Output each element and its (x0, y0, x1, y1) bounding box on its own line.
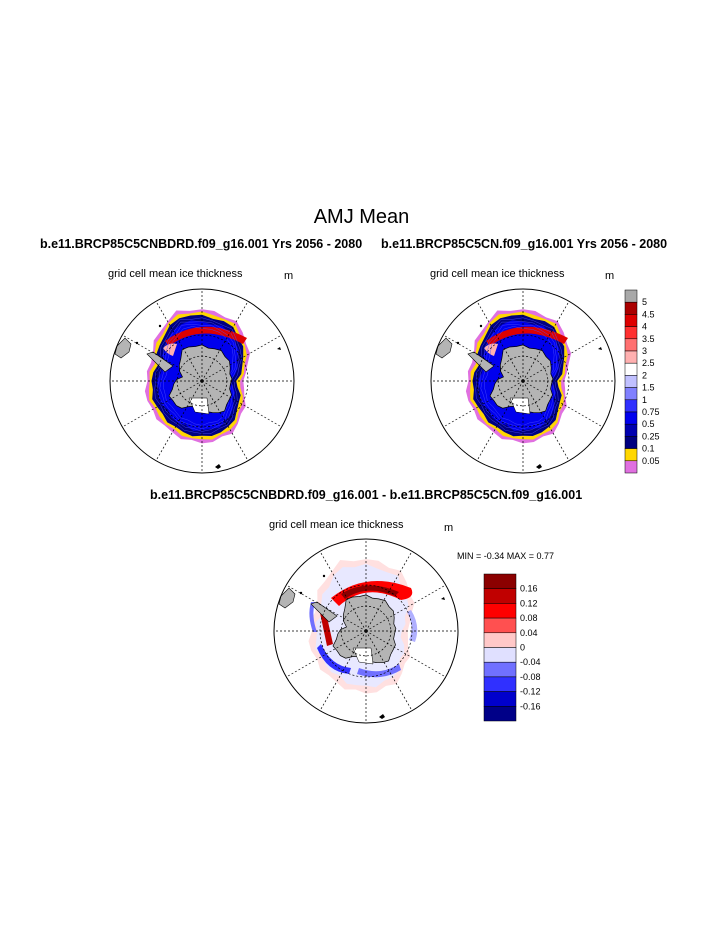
colorbar-label: 0.1 (642, 444, 655, 454)
colorbar-label: 1.5 (642, 383, 655, 393)
colorbar-label: 0 (520, 643, 525, 653)
colorbar-swatch (483, 691, 517, 707)
colorbar-label: -0.04 (520, 657, 541, 667)
colorbar-swatch (624, 399, 638, 413)
polar-map-difference (273, 538, 459, 724)
colorbar-label: 2 (642, 370, 647, 380)
colorbar-swatch (624, 301, 638, 315)
colorbar-label: 2.5 (642, 358, 655, 368)
colorbar-label: 1 (642, 395, 647, 405)
polar-map-bdrd (109, 288, 295, 474)
colorbar-label: 3.5 (642, 334, 655, 344)
colorbar-swatch (624, 362, 638, 376)
colorbar-swatch (624, 411, 638, 425)
polar-map-cn (430, 288, 616, 474)
colorbar-swatch (624, 338, 638, 352)
colorbar-swatch (624, 448, 638, 462)
colorbar-swatch (483, 706, 517, 722)
diff-unit: m (444, 522, 454, 534)
colorbar-swatch (483, 573, 517, 589)
colorbar-difference: 0.16 0.12 0.08 0.04 0 -0.04 -0.08 -0.12 -0.16 (483, 573, 541, 722)
colorbar-swatch (624, 350, 638, 364)
colorbar-label: 0.04 (520, 628, 538, 638)
colorbar-swatch (483, 588, 517, 604)
colorbar-label: 0.16 (520, 584, 538, 594)
colorbar-label: -0.12 (520, 687, 541, 697)
panel2-subtitle: grid cell mean ice thickness (430, 268, 565, 280)
colorbar-swatch (624, 436, 638, 449)
colorbar-swatch (483, 603, 517, 619)
colorbar-label: -0.08 (520, 672, 541, 682)
colorbar-label: 0.75 (642, 407, 660, 417)
colorbar-label: 0.05 (642, 456, 660, 466)
colorbar-swatch (483, 617, 517, 634)
colorbar-label: 4.5 (642, 309, 655, 319)
colorbar-swatch (483, 661, 517, 678)
colorbar-swatch (624, 375, 638, 388)
colorbar-swatch (624, 314, 638, 327)
colorbar-thickness: 5 4.5 4 3.5 3 2.5 2 1.5 1 0.75 0.5 0.25 0.1 0.05 (624, 289, 660, 474)
colorbar-label: 4 (642, 322, 647, 332)
colorbar-label: -0.16 (520, 701, 541, 711)
colorbar-label: 0.5 (642, 419, 655, 429)
colorbar-label: 0.08 (520, 613, 538, 623)
colorbar-swatch (624, 460, 638, 474)
colorbar-swatch (624, 423, 638, 437)
colorbar-swatch (624, 289, 638, 303)
colorbar-swatch (483, 647, 517, 663)
colorbar-label: 0.12 (520, 598, 538, 608)
diff-title: b.e11.BRCP85C5CNBDRD.f09_g16.001 - b.e11… (150, 488, 583, 502)
panel1-subtitle: grid cell mean ice thickness (108, 268, 243, 280)
panel2-unit: m (605, 270, 615, 282)
panel1-unit: m (284, 270, 294, 282)
colorbar-label: 3 (642, 346, 647, 356)
colorbar-label: 5 (642, 297, 647, 307)
panel2-title: b.e11.BRCP85C5CN.f09_g16.001 Yrs 2056 - … (381, 237, 668, 251)
diff-subtitle: grid cell mean ice thickness (269, 519, 404, 531)
colorbar-swatch (483, 676, 517, 692)
min-max-readout: MIN = -0.34 MAX = 0.77 (457, 551, 555, 561)
colorbar-swatch (624, 326, 638, 340)
panel1-title: b.e11.BRCP85C5CNBDRD.f09_g16.001 Yrs 205… (40, 237, 363, 251)
colorbar-swatch (483, 632, 517, 648)
figure-title: AMJ Mean (313, 206, 410, 228)
colorbar-swatch (624, 387, 638, 401)
colorbar-label: 0.25 (642, 431, 660, 441)
